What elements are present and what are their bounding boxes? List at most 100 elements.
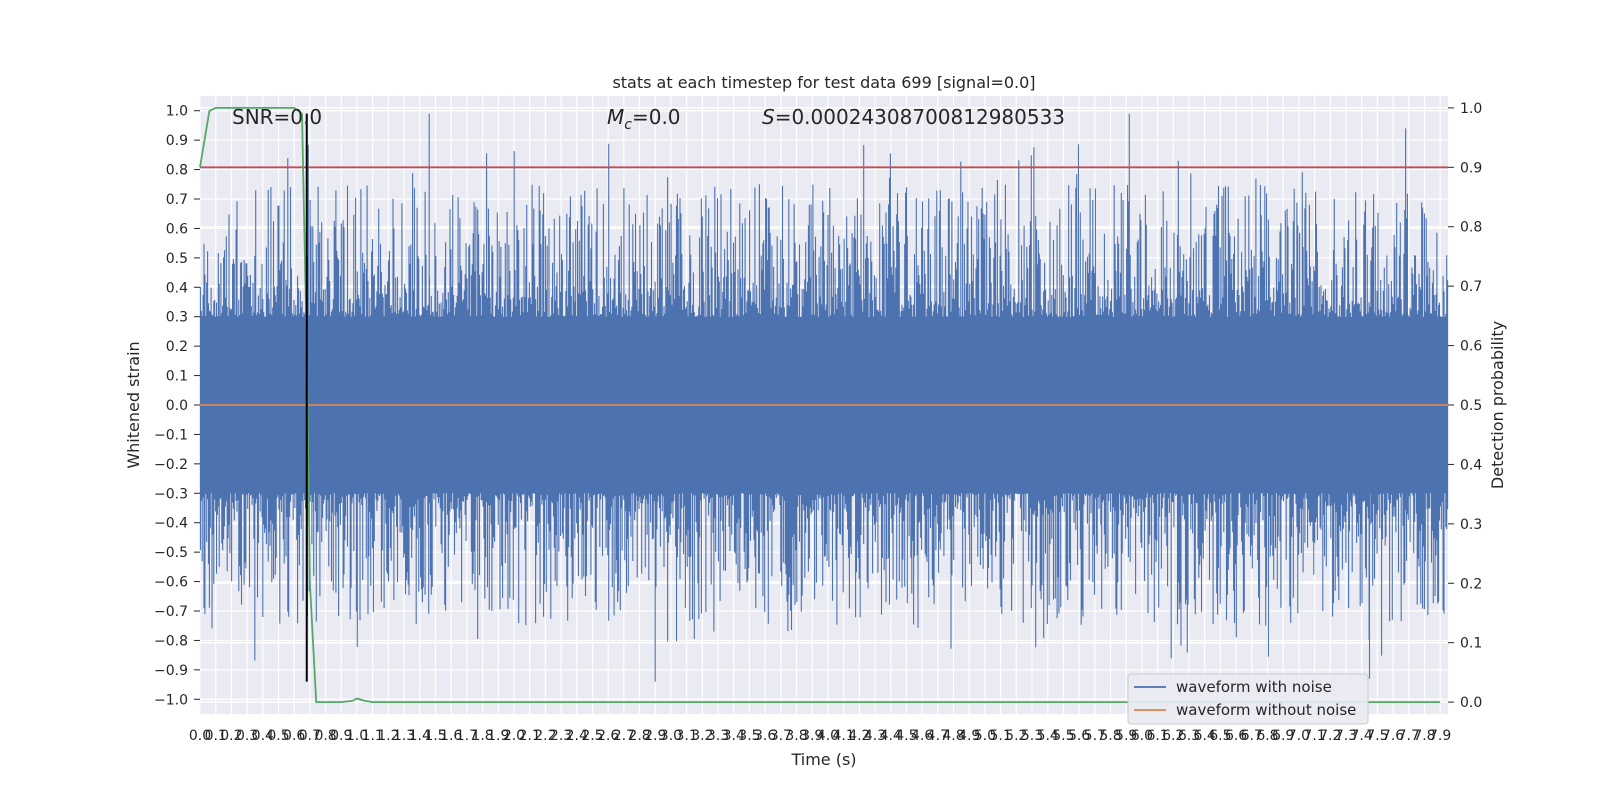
x-tick-label: 5.3 xyxy=(1021,728,1043,744)
snr-annotation: SNR=0.0 xyxy=(232,105,322,129)
y-tick-label: −0.7 xyxy=(154,604,188,620)
x-tick-label: 3.5 xyxy=(738,728,760,744)
y-tick-label: −1.0 xyxy=(154,692,188,708)
y-tick-label: 0.0 xyxy=(166,398,188,414)
x-tick-label: 4.1 xyxy=(832,728,854,744)
y-tick-label: −0.3 xyxy=(154,486,188,502)
x-tick-label: 2.2 xyxy=(534,728,556,744)
x-tick-label: 2.0 xyxy=(503,728,525,744)
y-tick-label: −0.1 xyxy=(154,427,188,443)
x-tick-label: 6.8 xyxy=(1256,728,1278,744)
x-tick-label: 2.5 xyxy=(581,728,603,744)
x-tick-label: 2.3 xyxy=(550,728,572,744)
x-tick-label: 1.8 xyxy=(471,728,493,744)
x-tick-label: 4.9 xyxy=(958,728,980,744)
y2-axis-label: Detection probability xyxy=(1488,321,1507,489)
x-tick-labels: 0.00.10.20.30.40.50.60.70.80.91.01.11.21… xyxy=(189,728,1451,744)
x-tick-label: 4.0 xyxy=(817,728,839,744)
x-tick-label: 7.2 xyxy=(1319,728,1341,744)
x-tick-label: 7.7 xyxy=(1398,728,1420,744)
y2-tick-label: 0.8 xyxy=(1460,220,1482,236)
y2-tick-label: 0.6 xyxy=(1460,339,1482,355)
x-tick-label: 3.6 xyxy=(754,728,776,744)
x-tick-label: 5.2 xyxy=(1005,728,1027,744)
y2-tick-label: 0.1 xyxy=(1460,636,1482,652)
legend-label-noise: waveform with noise xyxy=(1176,678,1332,696)
x-tick-label: 1.4 xyxy=(409,728,431,744)
x-tick-label: 2.1 xyxy=(519,728,541,744)
y2-tick-label: 0.5 xyxy=(1460,398,1482,414)
x-tick-label: 3.9 xyxy=(801,728,823,744)
legend-box xyxy=(1127,673,1369,725)
x-tick-label: 7.6 xyxy=(1382,728,1404,744)
x-tick-label: 6.1 xyxy=(1146,728,1168,744)
x-tick-label: 5.8 xyxy=(1099,728,1121,744)
x-tick-label: 1.7 xyxy=(456,728,478,744)
x-tick-label: 7.0 xyxy=(1288,728,1310,744)
x-axis-label: Time (s) xyxy=(790,750,856,769)
legend: waveform with noise waveform without noi… xyxy=(1127,673,1369,725)
x-tick-label: 3.0 xyxy=(660,728,682,744)
chirp-mass-symbol: M xyxy=(607,105,624,129)
detection-probability-line xyxy=(199,107,1441,703)
x-tick-label: 2.8 xyxy=(628,728,650,744)
x-tick-label: 0.6 xyxy=(283,728,305,744)
y2-tick-label: 0.7 xyxy=(1460,279,1482,295)
x-tick-label: 1.6 xyxy=(440,728,462,744)
x-tick-label: 3.4 xyxy=(723,728,745,744)
x-tick-label: 4.5 xyxy=(895,728,917,744)
y-tick-label: 0.1 xyxy=(166,369,188,385)
y-tick-label: 0.6 xyxy=(166,221,188,237)
x-tick-label: 0.2 xyxy=(220,728,242,744)
x-tick-label: 4.2 xyxy=(848,728,870,744)
y2-tick-labels: 1.0 0.9 0.8 0.7 0.6 0.5 0.4 0.3 0.2 0.1 0.0 xyxy=(1448,101,1482,711)
x-tick-label: 3.3 xyxy=(707,728,729,744)
x-tick-label: 7.3 xyxy=(1335,728,1357,744)
chirp-mass-subscript: c xyxy=(624,117,632,133)
x-tick-label: 2.6 xyxy=(597,728,619,744)
x-tick-label: 5.1 xyxy=(989,728,1011,744)
legend-label-clean: waveform without noise xyxy=(1176,701,1356,719)
chart-title: stats at each timestep for test data 699… xyxy=(612,73,1035,92)
y2-tick-label: 0.9 xyxy=(1460,160,1482,176)
x-tick-label: 0.4 xyxy=(252,728,274,744)
x-tick-label: 1.0 xyxy=(346,728,368,744)
x-tick-label: 1.1 xyxy=(362,728,384,744)
x-tick-label: 6.3 xyxy=(1178,728,1200,744)
y-tick-label: 0.3 xyxy=(166,310,188,326)
x-tick-label: 5.5 xyxy=(1052,728,1074,744)
x-tick-label: 6.6 xyxy=(1225,728,1247,744)
x-tick-label: 0.7 xyxy=(299,728,321,744)
y-axis-label: Whitened strain xyxy=(124,341,143,468)
x-tick-label: 4.3 xyxy=(864,728,886,744)
y-tick-label: −0.4 xyxy=(154,516,188,532)
x-tick-label: 4.4 xyxy=(880,728,902,744)
y-tick-label: 0.8 xyxy=(166,163,188,179)
x-tick-label: 3.7 xyxy=(770,728,792,744)
x-tick-label: 3.8 xyxy=(785,728,807,744)
y-tick-label: −0.9 xyxy=(154,663,188,679)
y2-tick-label: 0.3 xyxy=(1460,517,1482,533)
y-tick-label: −0.5 xyxy=(154,545,188,561)
chirp-mass-annotation: Mc=0.0 xyxy=(607,105,681,133)
x-tick-label: 4.6 xyxy=(911,728,933,744)
x-tick-label: 0.3 xyxy=(236,728,258,744)
x-tick-label: 3.2 xyxy=(691,728,713,744)
y-tick-label: 0.4 xyxy=(166,280,188,296)
x-tick-label: 3.1 xyxy=(676,728,698,744)
y-tick-label: 1.0 xyxy=(166,104,188,120)
x-tick-label: 7.5 xyxy=(1366,728,1388,744)
x-tick-label: 1.9 xyxy=(487,728,509,744)
y2-tick-label: 0.4 xyxy=(1460,457,1482,473)
y-tick-label: −0.6 xyxy=(154,575,188,591)
x-tick-label: 2.4 xyxy=(566,728,588,744)
x-tick-label: 5.6 xyxy=(1068,728,1090,744)
x-tick-label: 0.1 xyxy=(205,728,227,744)
x-tick-label: 2.9 xyxy=(644,728,666,744)
statistic-symbol: S xyxy=(762,105,775,129)
y-tick-labels: 1.0 0.9 0.8 0.7 0.6 0.5 0.4 0.3 0.2 0.1 0.0 −0.1 −0.… xyxy=(154,104,200,708)
x-tick-label: 6.2 xyxy=(1162,728,1184,744)
y-tick-label: −0.2 xyxy=(154,457,188,473)
